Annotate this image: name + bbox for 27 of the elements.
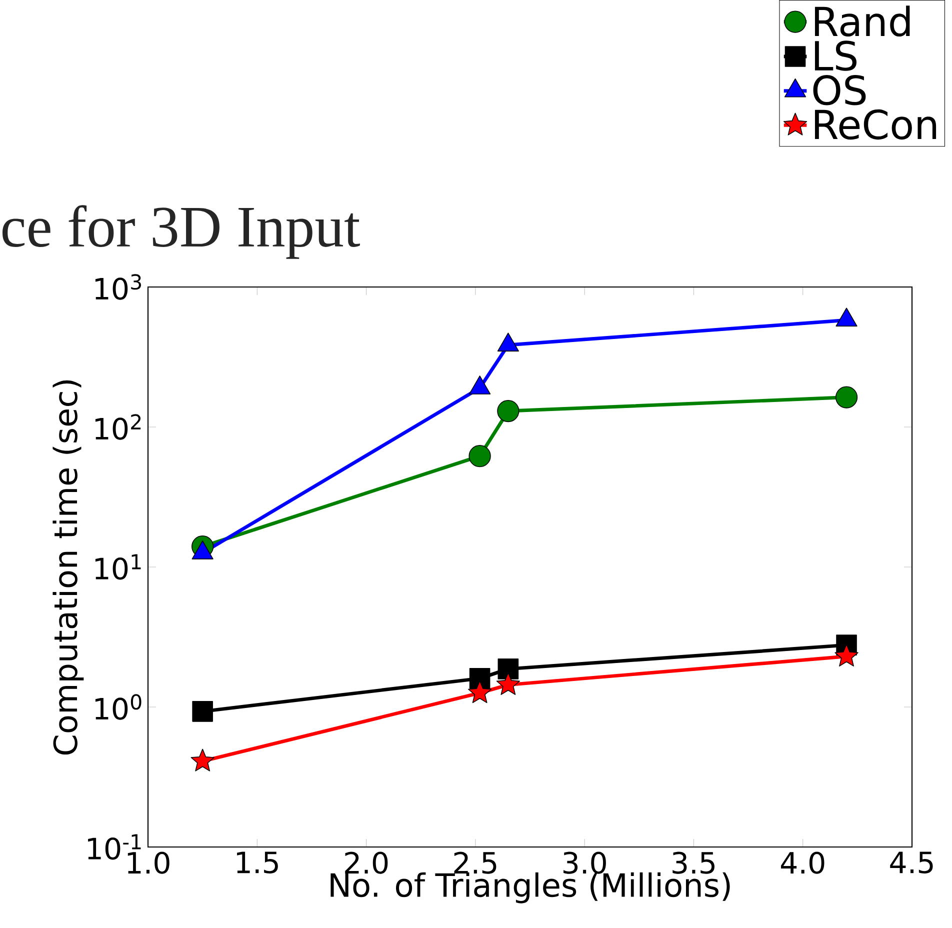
point (496, 672, 520, 695)
y-tick-label: 10$^{1}$ (95, 554, 141, 580)
point (498, 658, 519, 680)
legend-label: Rand (814, 6, 910, 37)
point (469, 376, 491, 394)
text: ce for 3D Input (2, 205, 360, 259)
legend-label: ReCon (814, 109, 936, 140)
y-axis-title: Computation time (sec) (52, 380, 84, 755)
y-tick-label: 10$^{0}$ (95, 694, 142, 720)
y-tick-label: 10$^{2}$ (95, 414, 141, 440)
point (836, 308, 858, 327)
x-tick-label: 2.5 (454, 852, 496, 874)
x-tick-label: 3.0 (563, 852, 606, 874)
point (468, 680, 492, 704)
point (497, 332, 519, 352)
x-tick-label: 4.0 (780, 852, 824, 874)
y-tick-label: 10$^{3}$ (95, 274, 141, 300)
x-tick-label: 3.5 (672, 852, 714, 874)
x-tick-label: 4.5 (890, 852, 933, 874)
x-tick-label: 2.0 (345, 852, 388, 874)
x-tick-label: 1.5 (237, 852, 278, 874)
legend-label: OS (813, 75, 866, 106)
point (469, 668, 490, 689)
point (190, 748, 214, 772)
legend-label: LS (814, 40, 856, 71)
point (834, 644, 858, 666)
point (192, 701, 213, 722)
